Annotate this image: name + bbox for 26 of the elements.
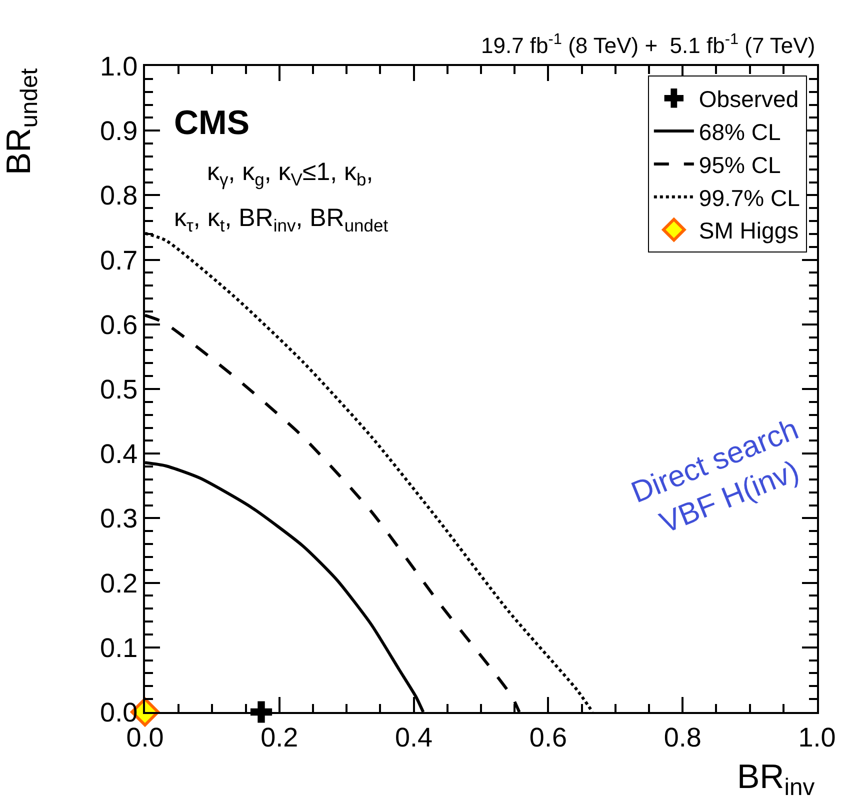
y-tick-label: 0.1 bbox=[100, 632, 138, 663]
x-tick-label: 0.2 bbox=[260, 722, 298, 752]
legend-label: 68% CL bbox=[698, 119, 781, 146]
text: κ$_{γ}$, κ$_{g}$, κ$_{V}$≤1, κ$_{b}$, bbox=[207, 158, 374, 190]
y-tick-label: 0.4 bbox=[100, 439, 138, 470]
y-tick-label: 0.9 bbox=[100, 116, 138, 146]
annotation: κ$_{τ}$, κ$_{t}$, BR$_{inv}$, BR$_{undet}$ bbox=[174, 204, 388, 236]
y-tick-label: 0.6 bbox=[100, 310, 138, 340]
legend-label: Observed bbox=[698, 86, 799, 112]
y-tick-label: 0.5 bbox=[100, 374, 138, 404]
y-tick-label: 1.0 bbox=[100, 51, 138, 82]
x-tick-label: 0.8 bbox=[664, 722, 702, 752]
annotation: CMS bbox=[174, 104, 250, 142]
y-tick-label: 0.2 bbox=[100, 568, 138, 598]
x-tick-label: 0.4 bbox=[395, 722, 433, 752]
x-tick-label: 0.6 bbox=[529, 722, 567, 752]
legend-label: 99.7% CL bbox=[698, 184, 800, 211]
x-axis-title: BR$_{inv}$ bbox=[737, 758, 815, 802]
legend-label: 95% CL bbox=[698, 152, 781, 178]
annotation: Direct search VBF H(inv) bbox=[626, 412, 804, 540]
y-tick-label: 0.7 bbox=[100, 245, 138, 276]
legend-label: SM Higgs bbox=[698, 218, 799, 244]
y-tick-label: 0.8 bbox=[100, 180, 138, 211]
x-tick-label: 1.0 bbox=[798, 722, 836, 752]
text: 19.7 fb$^{-1}$ (8 TeV) + 5.1 fb$^{-1}$ (7 TeV) bbox=[481, 31, 816, 58]
y-tick-label: 0.3 bbox=[100, 504, 138, 534]
